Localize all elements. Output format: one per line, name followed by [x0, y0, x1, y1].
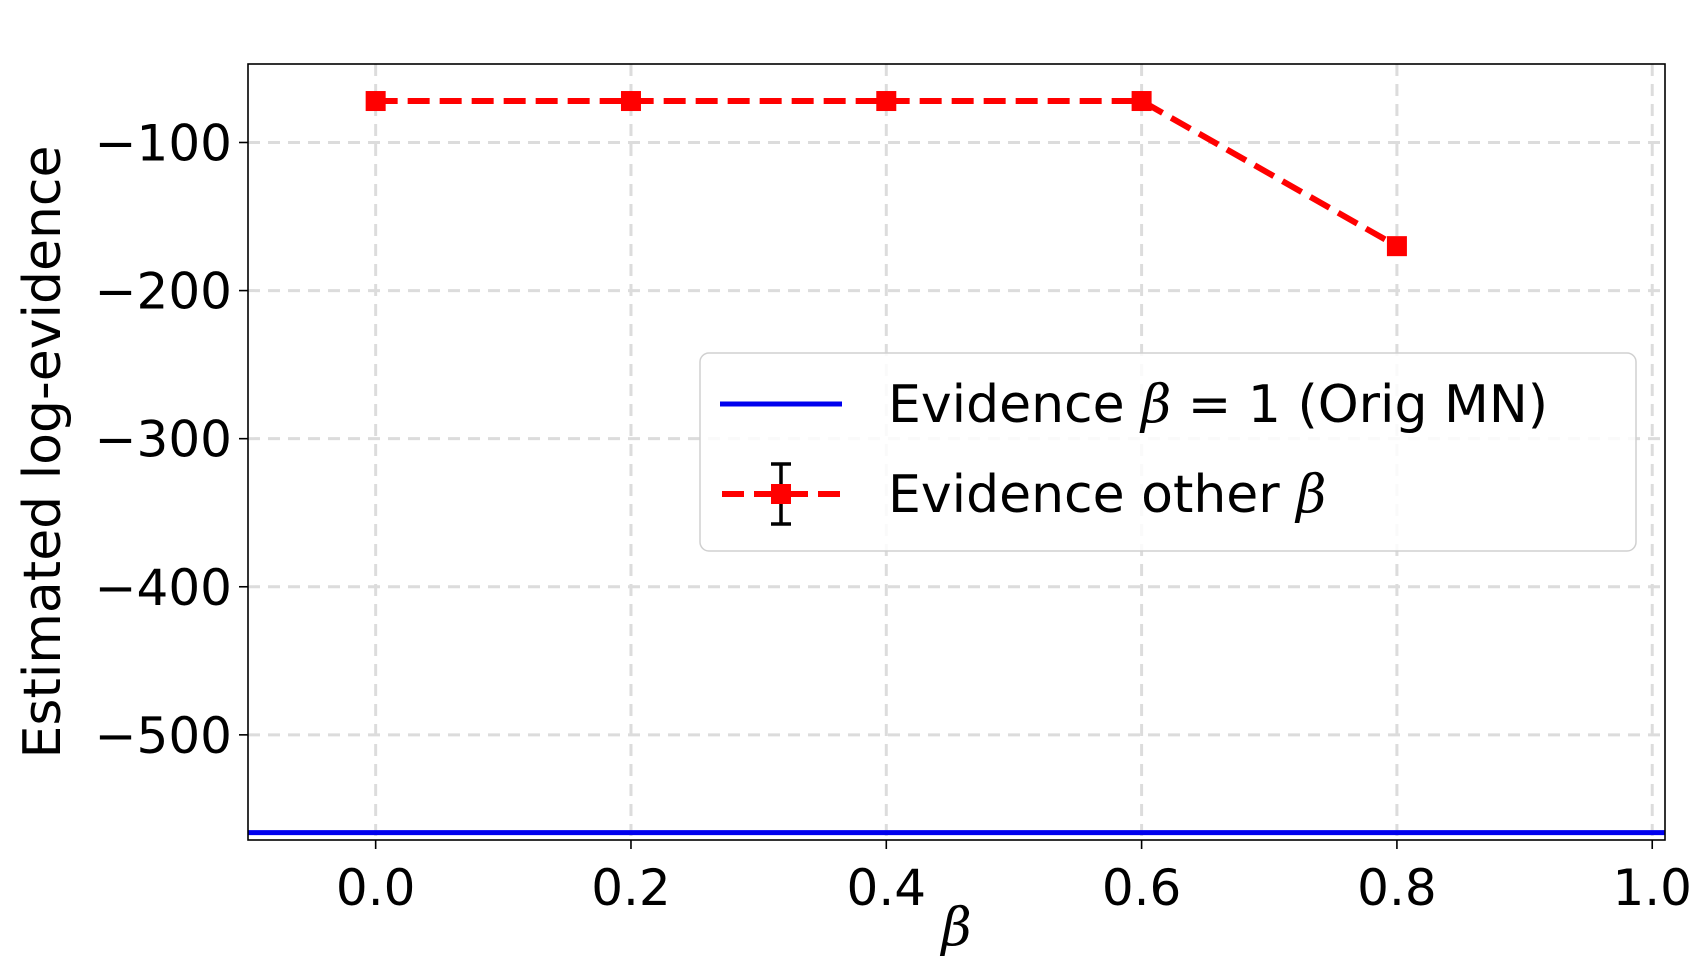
legend-box [699, 352, 1637, 552]
legend-label-orig-mn-suffix: = 1 (Orig MN) [1171, 375, 1548, 435]
x-tick-label: 1.0 [1612, 859, 1692, 917]
series-other-beta-marker [1131, 91, 1152, 112]
series-other-beta-line [375, 98, 1399, 249]
legend-label-orig-mn-beta: β [1139, 375, 1171, 435]
legend: Evidence β = 1 (Orig MN) Evidence other … [699, 352, 1637, 552]
plot-area-frame [247, 63, 1666, 841]
series-other-beta-marker [365, 91, 386, 112]
y-axis-label: Estimated log-evidence [13, 145, 73, 758]
series-other-beta-marker [620, 91, 641, 112]
legend-label-other-beta-beta: β [1294, 465, 1326, 525]
legend-label-other-beta: Evidence other β [888, 465, 1326, 525]
series-other-beta-marker [1386, 236, 1407, 257]
series-other-beta-marker [876, 91, 897, 112]
y-tick-label: −400 [95, 559, 232, 617]
axis-ticks: 0.0 0.2 0.4 0.6 0.8 1.0 −100 −200 −300 −400 −500 [95, 114, 1692, 917]
series-layer [248, 91, 1665, 836]
legend-marker [771, 484, 791, 504]
x-axis-label: β [939, 898, 971, 958]
legend-label-orig-mn-prefix: Evidence [888, 375, 1141, 435]
x-tick-label: 0.0 [336, 859, 416, 917]
y-tick-label: −100 [95, 114, 232, 172]
x-tick-label: 0.6 [1102, 859, 1182, 917]
x-tick-label: 0.4 [847, 859, 927, 917]
y-tick-label: −500 [95, 707, 232, 765]
legend-label-other-beta-prefix: Evidence other [888, 465, 1296, 525]
y-tick-label: −300 [95, 411, 232, 469]
legend-swatch-other-beta [722, 462, 842, 526]
legend-label-orig-mn: Evidence β = 1 (Orig MN) [888, 375, 1548, 435]
x-tick-label: 0.2 [591, 859, 671, 917]
x-tick-label: 0.8 [1357, 859, 1437, 917]
y-tick-label: −200 [95, 263, 232, 321]
